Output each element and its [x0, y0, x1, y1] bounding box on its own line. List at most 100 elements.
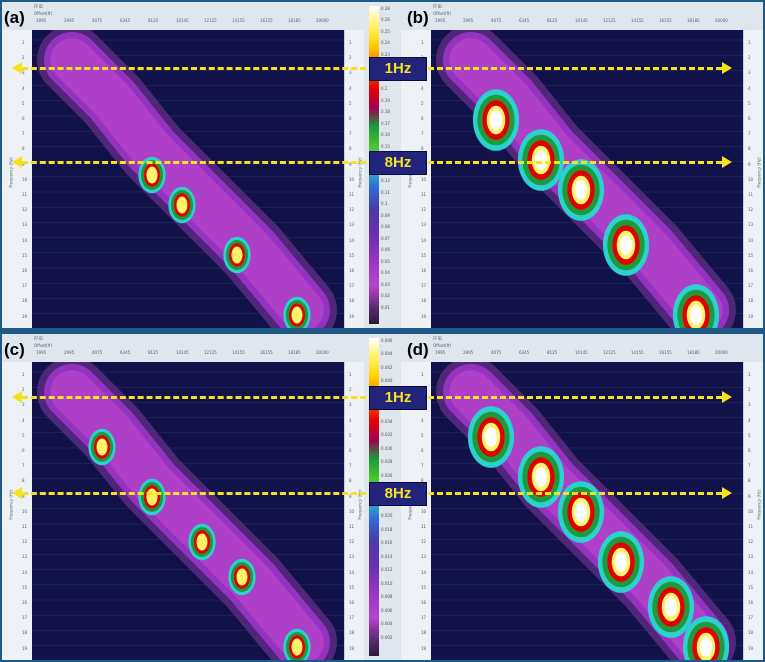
colorbar-tick-label: 0.12: [381, 178, 390, 184]
offset-tick-label: 18185: [687, 18, 700, 23]
offset-tick-label: 16155: [260, 350, 273, 355]
frequency-tick-label: 14: [421, 569, 427, 575]
arrow-right-icon: [722, 156, 732, 168]
hotspot-white: [664, 597, 678, 617]
frequency-tick-label: 8: [421, 478, 424, 484]
right-frequency-axis: 1 2 3 4 5 6 7 8 9 10 11 12 13 14 15 16 17 18 19 Frequency (…: [743, 362, 763, 660]
hz8-line-bottom-left: [22, 492, 366, 495]
frequency-tick-label: 15: [349, 584, 355, 590]
arrow-left-icon: [12, 62, 22, 74]
arrow-right-icon: [722, 62, 732, 74]
panel-label: (d): [407, 340, 429, 359]
hz8-label-top: 8Hz: [369, 151, 427, 175]
frequency-tick-label: 2: [22, 55, 25, 61]
frequency-tick-label: 3: [748, 402, 751, 408]
frequency-tick-label: 12: [421, 539, 427, 545]
panel-header: FFID Offset(ft) 1995 2995 4075 6345 8125 1014…: [2, 334, 364, 363]
colorbar-tick-label: 0.11: [381, 189, 390, 195]
colorbar-tick-label: 0.04: [381, 270, 390, 276]
spectrogram-svg: [32, 362, 344, 660]
frequency-tick-label: 19: [349, 645, 355, 651]
header-title: FFID: [34, 4, 43, 9]
frequency-tick-label: 3: [748, 70, 751, 76]
offset-tick-label: 20000: [316, 18, 329, 23]
frequency-tick-label: 16: [748, 268, 754, 273]
hotspot-yellow: [196, 533, 208, 551]
hz8-label-bottom: 8Hz: [369, 482, 427, 506]
frequency-tick-label: 10: [748, 508, 754, 514]
frequency-tick-label: 8: [748, 478, 751, 484]
colorbar-tick-label: 0.26: [381, 17, 390, 23]
frequency-tick-label: 17: [22, 615, 28, 621]
frequency-tick-label: 9: [748, 493, 751, 499]
panel-header: FFID Offset(ft) 1995 2995 4075 6345 8125 1014…: [401, 2, 763, 31]
frequency-tick-label: 3: [22, 402, 25, 408]
frequency-tick-label: 9: [22, 161, 25, 167]
offset-tick-label: 20000: [715, 350, 728, 355]
hotspot-yellow: [176, 196, 188, 214]
panel-header: FFID Offset(ft) 1995 2995 4075 6345 8125 1014…: [2, 2, 364, 31]
frequency-tick-label: 14: [349, 237, 355, 243]
colorbar-tick-label: 0.24: [381, 40, 390, 46]
spectrogram-plot: [431, 30, 743, 328]
frequency-tick-label: 8: [22, 146, 25, 152]
hotspot-white: [614, 552, 628, 572]
colorbar-tick-label: 0.15: [381, 143, 390, 149]
right-frequency-axis: 1 2 3 4 5 6 7 8 9 10 11 12 13 14 15 16 17 18 19 Frequency (…: [344, 362, 364, 660]
colorbar-tick-label: 0.032: [381, 432, 393, 438]
spectrogram-svg: [431, 30, 743, 328]
frequency-tick-label: 17: [421, 615, 427, 621]
hotspot-white: [699, 637, 713, 657]
offset-tick-label: 20000: [715, 18, 728, 23]
energy-band: [37, 30, 337, 328]
frequency-tick-label: 6: [349, 116, 352, 121]
colorbar-tick-label: 0.012: [381, 567, 393, 573]
offset-tick-label: 20000: [316, 350, 329, 355]
frequency-tick-label: 9: [748, 161, 751, 167]
frequency-tick-label: 17: [421, 283, 427, 289]
hz8-line-top-left: [22, 161, 366, 164]
offset-tick-label: 6345: [120, 18, 131, 23]
offset-tick-label: 8125: [547, 350, 558, 355]
frequency-tick-label: 2: [349, 387, 352, 393]
frequency-tick-label: 19: [748, 313, 754, 319]
colorbar-tick-label: 0.014: [381, 553, 393, 559]
offset-tick-label: 10145: [575, 18, 588, 23]
frequency-tick-label: 11: [421, 192, 427, 197]
frequency-tick-label: 7: [349, 463, 352, 469]
frequency-tick-label: 7: [748, 463, 751, 469]
frequency-tick-label: 10: [22, 176, 28, 182]
frequency-tick-label: 13: [421, 554, 427, 560]
frequency-tick-label: 18: [22, 298, 28, 304]
frequency-tick-label: 15: [748, 584, 754, 590]
colorbar-tick-label: 0.01: [381, 304, 390, 310]
frequency-tick-label: 17: [748, 615, 754, 621]
frequency-tick-label: 6: [22, 116, 25, 121]
frequency-tick-label: 6: [421, 116, 424, 121]
panel-d: FFID Offset(ft) 1995 2995 4075 6345 8125 1014…: [401, 334, 763, 660]
hz1-line-top-right: [428, 67, 722, 70]
colorbar-tick-label: 0.05: [381, 258, 390, 264]
frequency-tick-label: 8: [421, 146, 424, 152]
frequency-tick-label: 7: [748, 131, 751, 137]
frequency-tick-label: 8: [22, 478, 25, 484]
frequency-tick-label: 2: [349, 55, 352, 61]
frequency-tick-label: 10: [349, 176, 355, 182]
colorbar-tick-label: 0.16: [381, 132, 390, 138]
hz1-line-bottom-right: [428, 396, 722, 399]
frequency-tick-label: 1: [421, 40, 424, 45]
offset-tick-label: 4075: [92, 18, 103, 23]
panel-c: FFID Offset(ft) 1995 2995 4075 6345 8125 1014…: [2, 334, 364, 660]
hz1-line-bottom-left: [22, 396, 366, 399]
hz8-line-bottom-right: [428, 492, 722, 495]
offset-tick-label: 18185: [288, 350, 301, 355]
offset-tick-label: 8125: [148, 350, 159, 355]
arrow-left-icon: [12, 391, 22, 403]
hotspot-white: [484, 427, 498, 447]
colorbar-tick-label: 0.044: [381, 351, 393, 357]
header-axis-name: Offset(ft): [34, 343, 53, 348]
frequency-tick-label: 17: [22, 283, 28, 289]
frequency-tick-label: 9: [22, 493, 25, 499]
colorbar-tick-label: 0.028: [381, 459, 393, 465]
